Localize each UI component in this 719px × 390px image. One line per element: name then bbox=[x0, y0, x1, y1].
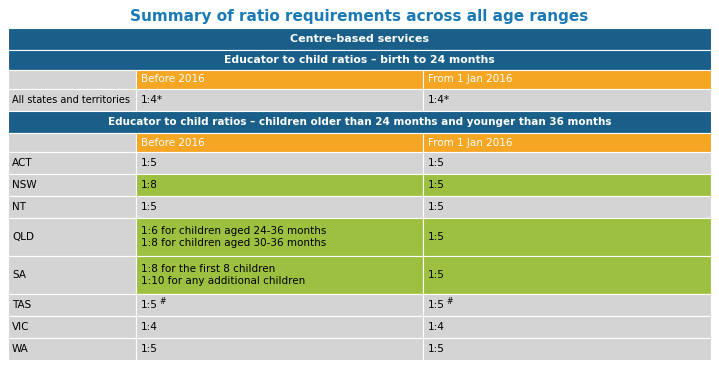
Text: 1:8 for children aged 30-36 months: 1:8 for children aged 30-36 months bbox=[141, 239, 326, 248]
Text: Before 2016: Before 2016 bbox=[141, 74, 205, 85]
Text: 1:5: 1:5 bbox=[428, 344, 445, 354]
Text: From 1 Jan 2016: From 1 Jan 2016 bbox=[428, 138, 513, 147]
Bar bbox=[423, 294, 711, 316]
Bar bbox=[136, 338, 423, 360]
Bar bbox=[8, 174, 136, 196]
Bar bbox=[136, 152, 423, 174]
Bar bbox=[423, 256, 711, 294]
Bar bbox=[136, 133, 423, 152]
Text: VIC: VIC bbox=[12, 322, 29, 332]
Text: TAS: TAS bbox=[12, 300, 31, 310]
Text: 1:5: 1:5 bbox=[428, 202, 445, 212]
Bar bbox=[8, 50, 711, 70]
Text: 1:8 for the first 8 children: 1:8 for the first 8 children bbox=[141, 264, 275, 273]
Bar bbox=[8, 70, 136, 89]
Text: #: # bbox=[159, 296, 165, 305]
Text: Before 2016: Before 2016 bbox=[141, 138, 205, 147]
Text: 1:10 for any additional children: 1:10 for any additional children bbox=[141, 277, 306, 287]
Text: 1:4*: 1:4* bbox=[428, 95, 450, 105]
Bar bbox=[423, 133, 711, 152]
Text: From 1 Jan 2016: From 1 Jan 2016 bbox=[428, 74, 513, 85]
Text: NSW: NSW bbox=[12, 180, 37, 190]
Bar bbox=[136, 196, 423, 218]
Bar bbox=[136, 316, 423, 338]
Text: 1:5: 1:5 bbox=[428, 232, 445, 242]
Text: Centre-based services: Centre-based services bbox=[290, 34, 429, 44]
Bar bbox=[8, 196, 136, 218]
Text: Summary of ratio requirements across all age ranges: Summary of ratio requirements across all… bbox=[130, 9, 589, 25]
Bar bbox=[423, 316, 711, 338]
Bar bbox=[423, 338, 711, 360]
Bar bbox=[136, 174, 423, 196]
Text: 1:5: 1:5 bbox=[428, 300, 445, 310]
Bar bbox=[136, 294, 423, 316]
Text: 1:6 for children aged 24-36 months: 1:6 for children aged 24-36 months bbox=[141, 225, 326, 236]
Text: 1:5: 1:5 bbox=[141, 202, 158, 212]
Bar bbox=[8, 256, 136, 294]
Text: WA: WA bbox=[12, 344, 29, 354]
Bar bbox=[423, 174, 711, 196]
Bar bbox=[8, 111, 711, 133]
Text: 1:5: 1:5 bbox=[428, 180, 445, 190]
Text: 1:5: 1:5 bbox=[428, 158, 445, 168]
Bar bbox=[423, 89, 711, 111]
Text: 1:8: 1:8 bbox=[141, 180, 158, 190]
Text: All states and territories: All states and territories bbox=[12, 95, 130, 105]
Bar bbox=[8, 338, 136, 360]
Bar bbox=[423, 218, 711, 256]
Bar bbox=[8, 133, 136, 152]
Text: 1:4: 1:4 bbox=[141, 322, 158, 332]
Text: 1:5: 1:5 bbox=[141, 300, 158, 310]
Text: 1:5: 1:5 bbox=[141, 344, 158, 354]
Text: 1:4*: 1:4* bbox=[141, 95, 163, 105]
Bar bbox=[423, 152, 711, 174]
Text: SA: SA bbox=[12, 270, 26, 280]
Bar bbox=[8, 152, 136, 174]
Text: 1:5: 1:5 bbox=[428, 270, 445, 280]
Bar bbox=[8, 294, 136, 316]
Text: Educator to child ratios – children older than 24 months and younger than 36 mon: Educator to child ratios – children olde… bbox=[108, 117, 611, 127]
Bar bbox=[423, 70, 711, 89]
Text: ACT: ACT bbox=[12, 158, 32, 168]
Bar bbox=[8, 89, 136, 111]
Bar bbox=[136, 218, 423, 256]
Bar bbox=[136, 256, 423, 294]
Bar bbox=[136, 70, 423, 89]
Text: 1:5: 1:5 bbox=[141, 158, 158, 168]
Text: 1:4: 1:4 bbox=[428, 322, 445, 332]
Text: #: # bbox=[446, 296, 452, 305]
Bar bbox=[8, 218, 136, 256]
Bar bbox=[136, 89, 423, 111]
Text: QLD: QLD bbox=[12, 232, 34, 242]
Bar bbox=[8, 28, 711, 50]
Text: NT: NT bbox=[12, 202, 26, 212]
Text: Educator to child ratios – birth to 24 months: Educator to child ratios – birth to 24 m… bbox=[224, 55, 495, 65]
Bar bbox=[8, 316, 136, 338]
Bar bbox=[423, 196, 711, 218]
